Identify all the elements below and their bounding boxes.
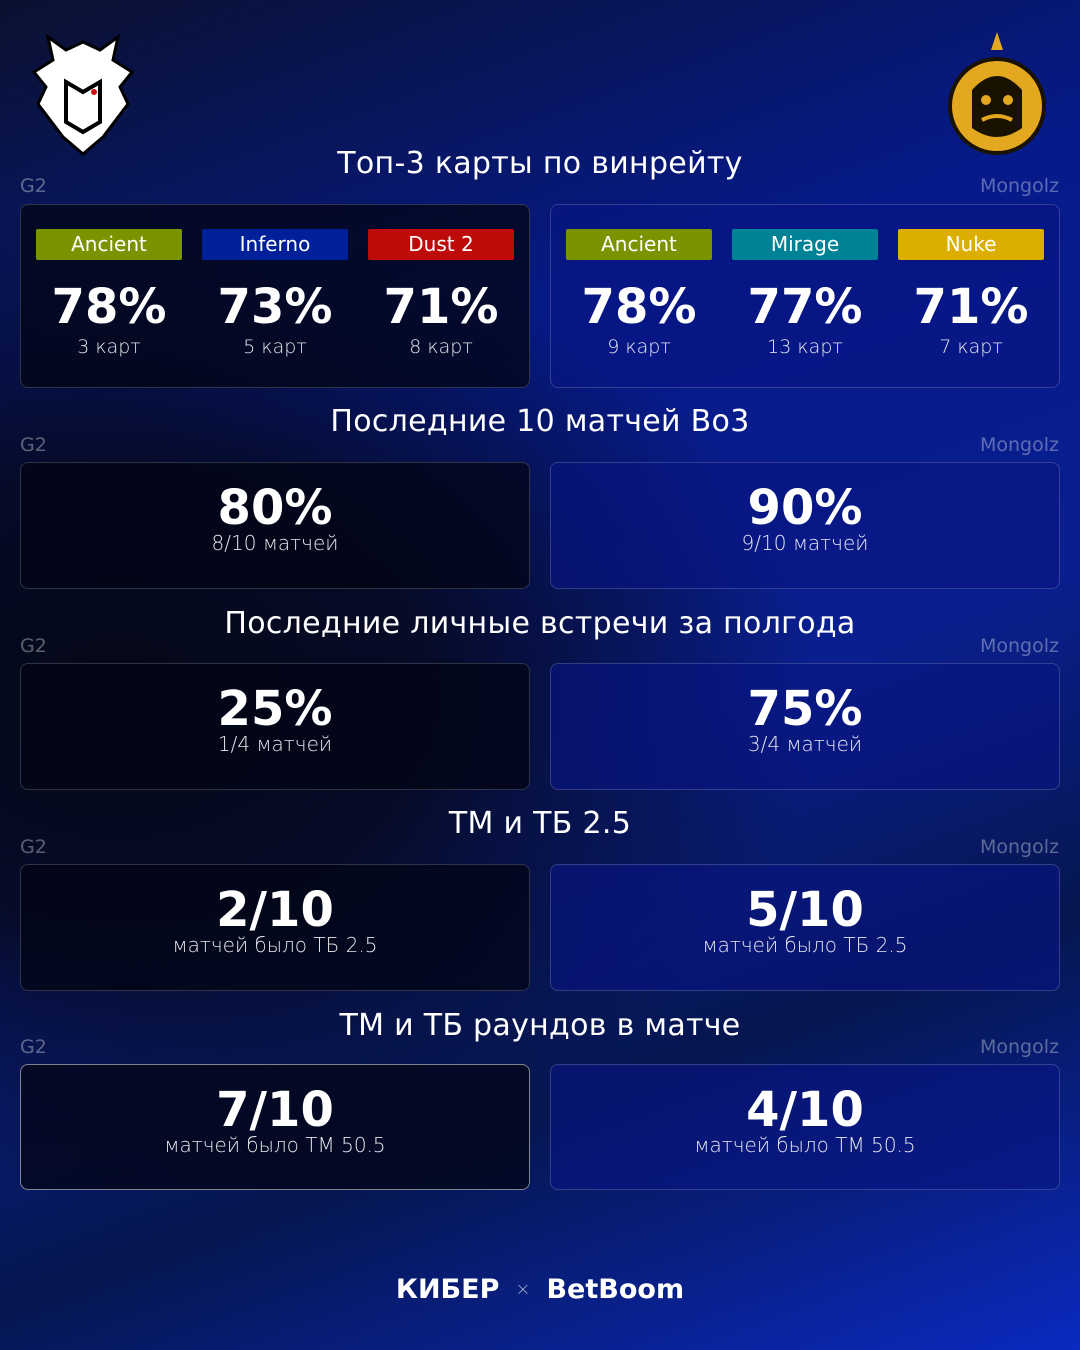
- team-label-left: G2: [20, 434, 47, 456]
- team-label-right: Mongolz: [980, 635, 1059, 657]
- stat-caption: 8/10 матчей: [211, 531, 339, 555]
- last-10-card-left: 80% 8/10 матчей: [20, 462, 530, 589]
- g2-logo: [28, 32, 138, 157]
- rounds-total-card-left: 7/10 матчей было ТМ 50.5: [20, 1064, 530, 1190]
- stat-caption: 3/4 матчей: [747, 732, 863, 756]
- map-winrate: 77%: [747, 279, 863, 335]
- stat-value: 90%: [747, 480, 863, 536]
- map-stat: Ancient 78% 9 карт: [566, 229, 712, 358]
- footer-brands: КИБЕР × BetBoom: [0, 1274, 1080, 1305]
- stat-value: 25%: [217, 681, 333, 737]
- team-label-right: Mongolz: [980, 1036, 1059, 1058]
- team-label-left: G2: [20, 175, 47, 197]
- section-title-top-maps: Топ-3 карты по винрейту: [337, 146, 743, 181]
- maps-total-card-left: 2/10 матчей было ТБ 2.5: [20, 864, 530, 991]
- map-winrate: 73%: [217, 279, 333, 335]
- team-label-left: G2: [20, 836, 47, 858]
- stat-caption: 1/4 матчей: [217, 732, 333, 756]
- map-chip: Ancient: [36, 229, 182, 260]
- map-stat: Nuke 71% 7 карт: [898, 229, 1044, 358]
- map-stat: Ancient 78% 3 карт: [36, 229, 182, 358]
- map-stat: Mirage 77% 13 карт: [732, 229, 878, 358]
- top-maps-card-left: Ancient 78% 3 карт Inferno 73% 5 карт Dust 2…: [20, 204, 530, 388]
- betboom-logo: BetBoom: [546, 1274, 685, 1305]
- map-winrate: 78%: [51, 279, 167, 335]
- map-chip: Ancient: [566, 229, 712, 260]
- stat-caption: матчей было ТБ 2.5: [702, 933, 908, 957]
- map-chip: Mirage: [732, 229, 878, 260]
- stat-value: 80%: [217, 480, 333, 536]
- map-count: 8 карт: [409, 336, 473, 358]
- maps-total-card-right: 5/10 матчей было ТБ 2.5: [550, 864, 1060, 991]
- team-label-left: G2: [20, 1036, 47, 1058]
- rounds-total-card-right: 4/10 матчей было ТМ 50.5: [550, 1064, 1060, 1190]
- map-chip: Nuke: [898, 229, 1044, 260]
- stat-value: 4/10: [746, 1082, 864, 1138]
- h2h-card-right: 75% 3/4 матчей: [550, 663, 1060, 790]
- map-count: 9 карт: [607, 336, 671, 358]
- top-maps-card-right: Ancient 78% 9 карт Mirage 77% 13 карт Nuke 71…: [550, 204, 1060, 388]
- map-chip: Inferno: [202, 229, 348, 260]
- map-count: 3 карт: [77, 336, 141, 358]
- separator: ×: [515, 1279, 531, 1300]
- team-label-right: Mongolz: [980, 836, 1059, 858]
- section-title-maps-total: ТМ и ТБ 2.5: [448, 806, 632, 841]
- section-title-last-10: Последние 10 матчей Bo3: [330, 404, 750, 439]
- stat-value: 5/10: [746, 882, 864, 938]
- map-stat: Dust 2 71% 8 карт: [368, 229, 514, 358]
- stat-caption: матчей было ТМ 50.5: [164, 1133, 386, 1157]
- map-chip: Dust 2: [368, 229, 514, 260]
- team-label-right: Mongolz: [980, 434, 1059, 456]
- section-title-h2h: Последние личные встречи за полгода: [224, 606, 856, 641]
- section-title-rounds-total: ТМ и ТБ раундов в матче: [339, 1008, 741, 1043]
- map-count: 7 карт: [939, 336, 1003, 358]
- stat-caption: 9/10 матчей: [741, 531, 869, 555]
- stat-value: 75%: [747, 681, 863, 737]
- stat-caption: матчей было ТМ 50.5: [694, 1133, 916, 1157]
- map-winrate: 71%: [383, 279, 499, 335]
- map-count: 5 карт: [243, 336, 307, 358]
- map-count: 13 карт: [767, 336, 843, 358]
- last-10-card-right: 90% 9/10 матчей: [550, 462, 1060, 589]
- mongolz-logo: [946, 32, 1048, 157]
- team-label-left: G2: [20, 635, 47, 657]
- map-winrate: 71%: [913, 279, 1029, 335]
- stat-caption: матчей было ТБ 2.5: [172, 933, 378, 957]
- team-label-right: Mongolz: [980, 175, 1059, 197]
- kiber-logo: КИБЕР: [395, 1274, 500, 1305]
- h2h-card-left: 25% 1/4 матчей: [20, 663, 530, 790]
- stat-value: 7/10: [216, 1082, 334, 1138]
- stat-value: 2/10: [216, 882, 334, 938]
- map-winrate: 78%: [581, 279, 697, 335]
- map-stat: Inferno 73% 5 карт: [202, 229, 348, 358]
